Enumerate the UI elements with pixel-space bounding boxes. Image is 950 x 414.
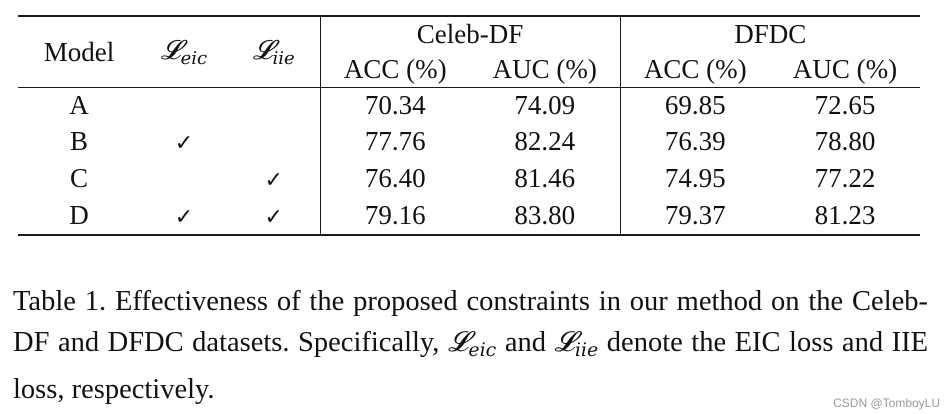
header-group-celebdf: Celeb-DF	[320, 15, 621, 51]
caption-loss-eic-subscript: eic	[468, 339, 497, 361]
header-model: Model	[18, 15, 140, 88]
cell-model: C	[69, 163, 88, 193]
header-metric-dfdc-auc: AUC (%)	[770, 51, 920, 88]
ablation-table: Model 𝓛eic 𝓛iie Celeb-DF DFDC ACC (%) AU…	[18, 15, 920, 236]
cell-eic	[140, 88, 228, 124]
table-row: D ✓ ✓ 79.16 83.80 79.37 81.23	[18, 197, 920, 236]
loss-eic-symbol: 𝓛	[160, 34, 181, 66]
table-caption: Table 1. Effectiveness of the proposed c…	[13, 282, 928, 410]
check-mark-icon: ✓	[174, 205, 194, 230]
cell-iie: ✓	[228, 197, 321, 236]
header-loss-eic: 𝓛eic	[140, 15, 228, 88]
header-metric-celebdf-auc: AUC (%)	[470, 51, 621, 88]
cell-value: 81.23	[770, 197, 920, 236]
cell-eic	[140, 160, 228, 197]
header-metric-dfdc-acc: ACC (%)	[620, 51, 770, 88]
cell-value: 79.16	[320, 197, 470, 236]
check-mark-icon: ✓	[174, 131, 194, 156]
cell-eic: ✓	[140, 123, 228, 160]
cell-value: 70.34	[364, 90, 426, 120]
header-row-metrics: ACC (%) AUC (%) ACC (%) AUC (%)	[18, 51, 920, 88]
cell-value: 77.76	[364, 126, 426, 156]
cell-value: 77.22	[814, 163, 876, 193]
cell-iie	[228, 123, 321, 160]
cell-value: 78.80	[814, 126, 876, 156]
cell-value: 69.85	[664, 90, 726, 120]
loss-eic-subscript: eic	[180, 47, 208, 69]
table-row: C ✓ 76.40 81.46 74.95 77.22	[18, 160, 920, 197]
caption-loss-eic-symbol: 𝓛	[447, 325, 469, 358]
cell-value: 76.40	[364, 163, 426, 193]
cell-value: 82.24	[470, 123, 621, 160]
table-body: A 70.34 74.09 69.85 72.65 B ✓ 77.76 82.24 76.39 78…	[18, 87, 920, 236]
check-mark-icon: ✓	[264, 168, 283, 193]
caption-text-2: and	[496, 327, 555, 358]
loss-iie-subscript: iie	[272, 47, 295, 69]
watermark: CSDN @TomboyLU	[833, 396, 940, 410]
table-row: B ✓ 77.76 82.24 76.39 78.80	[18, 123, 920, 160]
cell-iie: ✓	[228, 160, 321, 197]
check-mark-icon: ✓	[264, 205, 283, 230]
cell-model: B	[69, 126, 88, 156]
header-row-groups: Model 𝓛eic 𝓛iie Celeb-DF DFDC	[18, 15, 920, 88]
header-loss-iie: 𝓛iie	[228, 15, 321, 88]
cell-value: 74.09	[470, 87, 621, 123]
cell-model: D	[18, 197, 140, 236]
caption-loss-iie: 𝓛iie	[554, 325, 599, 361]
cell-value: 76.39	[664, 126, 726, 156]
cell-iie	[228, 87, 321, 123]
caption-text-3: denote the EIC loss and IIE loss, respec…	[13, 327, 928, 405]
cell-value: 83.80	[470, 197, 621, 236]
caption-text-1: Table 1. Effectiveness of the proposed c…	[13, 286, 928, 358]
caption-loss-iie-subscript: iie	[574, 339, 599, 361]
header-metric-celebdf-acc: ACC (%)	[320, 51, 470, 88]
caption-loss-iie-symbol: 𝓛	[554, 325, 575, 358]
cell-eic: ✓	[140, 197, 228, 236]
table-row: A 70.34 74.09 69.85 72.65	[18, 87, 920, 124]
header-group-dfdc: DFDC	[620, 15, 920, 51]
cell-value: 74.95	[664, 163, 726, 193]
cell-value: 72.65	[814, 90, 876, 120]
caption-loss-eic: 𝓛eic	[447, 325, 497, 361]
cell-value: 81.46	[470, 160, 621, 197]
cell-model: A	[69, 90, 89, 120]
loss-iie-symbol: 𝓛	[252, 34, 273, 66]
cell-value: 79.37	[620, 197, 770, 236]
